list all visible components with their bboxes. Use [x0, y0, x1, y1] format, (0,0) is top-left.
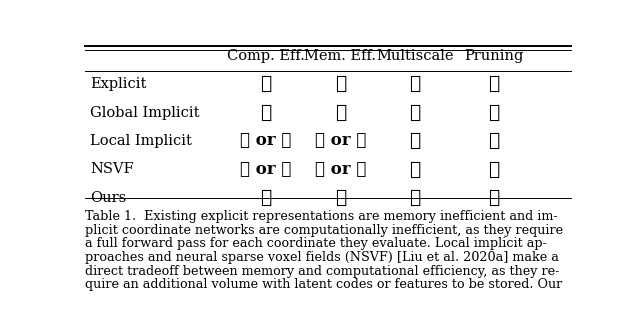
Text: ✓: ✓	[488, 160, 500, 179]
Text: a full forward pass for each coordinate they evaluate. Local implicit ap-: a full forward pass for each coordinate …	[85, 237, 547, 250]
Text: ✓ or ✗: ✓ or ✗	[240, 161, 292, 178]
Text: ✗: ✗	[488, 75, 500, 93]
Text: Table 1.  Existing explicit representations are memory inefficient and im-: Table 1. Existing explicit representatio…	[85, 210, 557, 223]
Text: ✓: ✓	[260, 75, 271, 93]
Text: ✗: ✗	[409, 104, 420, 121]
Text: direct tradeoff between memory and computational efficiency, as they re-: direct tradeoff between memory and compu…	[85, 265, 559, 278]
Text: Explicit: Explicit	[90, 77, 147, 91]
Text: Pruning: Pruning	[465, 49, 524, 63]
Text: Mem. Eff.: Mem. Eff.	[305, 49, 376, 63]
Text: ✗: ✗	[488, 132, 500, 150]
Text: ✓ or ✗: ✓ or ✗	[240, 132, 292, 149]
Text: Comp. Eff.: Comp. Eff.	[227, 49, 305, 63]
Text: NSVF: NSVF	[90, 162, 134, 177]
Text: ✗: ✗	[409, 132, 420, 150]
Text: ✗ or ✓: ✗ or ✓	[315, 161, 366, 178]
Text: ✗: ✗	[409, 160, 420, 179]
Text: ✓: ✓	[335, 189, 346, 207]
Text: ✓: ✓	[260, 189, 271, 207]
Text: ✓: ✓	[488, 189, 500, 207]
Text: ✗ or ✓: ✗ or ✓	[315, 132, 366, 149]
Text: ✓: ✓	[335, 104, 346, 121]
Text: ✗: ✗	[260, 104, 271, 121]
Text: Ours: Ours	[90, 191, 126, 205]
Text: quire an additional volume with latent codes or features to be stored. Our: quire an additional volume with latent c…	[85, 279, 562, 291]
Text: ✗: ✗	[335, 75, 346, 93]
Text: ✓: ✓	[409, 189, 420, 207]
Text: Local Implicit: Local Implicit	[90, 134, 192, 148]
Text: Multiscale: Multiscale	[376, 49, 454, 63]
Text: proaches and neural sparse voxel fields (NSVF) [Liu et al. 2020a] make a: proaches and neural sparse voxel fields …	[85, 251, 559, 264]
Text: plicit coordinate networks are computationally inefficient, as they require: plicit coordinate networks are computati…	[85, 223, 563, 237]
Text: Global Implicit: Global Implicit	[90, 106, 200, 119]
Text: ✗: ✗	[409, 75, 420, 93]
Text: ✗: ✗	[488, 104, 500, 121]
